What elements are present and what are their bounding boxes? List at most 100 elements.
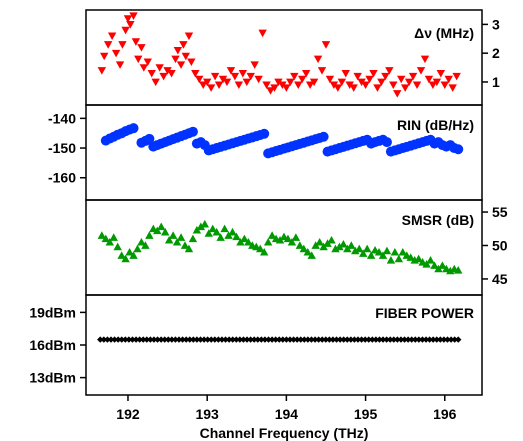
data-point xyxy=(301,69,311,78)
y-tick-label: -140 xyxy=(48,110,76,126)
data-point xyxy=(246,72,255,81)
data-point xyxy=(179,41,188,49)
data-point xyxy=(233,336,240,343)
data-point xyxy=(381,137,392,148)
data-point xyxy=(176,233,186,241)
data-point xyxy=(187,58,196,67)
y-tick-label: 19dBm xyxy=(29,304,76,320)
data-point xyxy=(224,231,233,239)
y-tick-label: 1 xyxy=(492,74,500,90)
data-point xyxy=(301,336,308,343)
data-point xyxy=(159,72,168,81)
data-point xyxy=(311,336,319,343)
y-tick-label: 13dBm xyxy=(29,370,76,386)
panel-label-rin: RIN (dB/Hz) xyxy=(397,117,474,133)
data-point xyxy=(385,67,394,75)
data-point xyxy=(161,336,168,343)
data-point xyxy=(326,336,333,343)
data-point xyxy=(104,336,111,343)
data-point xyxy=(268,336,276,343)
data-point xyxy=(452,72,461,81)
data-point xyxy=(134,55,143,64)
x-axis-title: Channel Frequency (THz) xyxy=(200,425,369,441)
data-point xyxy=(290,72,299,81)
data-point xyxy=(115,61,125,69)
data-point xyxy=(208,224,217,233)
data-point xyxy=(222,336,229,343)
data-point xyxy=(378,251,388,259)
data-point xyxy=(232,232,241,241)
data-point xyxy=(117,251,126,259)
data-point xyxy=(322,336,329,343)
data-point xyxy=(125,336,133,343)
panel-label-linewidth: Δν (MHz) xyxy=(414,25,474,41)
data-point xyxy=(343,244,352,253)
data-point xyxy=(406,253,415,261)
data-point xyxy=(440,336,448,343)
data-point xyxy=(195,75,204,84)
data-point xyxy=(184,244,194,253)
data-point xyxy=(131,38,141,46)
data-point xyxy=(133,244,142,253)
data-point xyxy=(446,266,455,275)
data-point xyxy=(168,231,178,239)
x-tick-label: 192 xyxy=(116,406,140,422)
data-point xyxy=(412,81,422,90)
data-point xyxy=(351,246,360,255)
data-point xyxy=(147,69,156,78)
data-point xyxy=(276,336,283,343)
data-point xyxy=(303,247,312,256)
data-point xyxy=(204,336,211,343)
data-point xyxy=(164,235,174,244)
y-tick-label: -160 xyxy=(48,170,76,186)
chart-marks: 1 2 3 -140 -150 -160 45 50 55 19dBm 16dBm 13dBm 192 1… xyxy=(29,12,508,422)
data-point xyxy=(240,234,249,243)
data-point xyxy=(283,234,293,243)
data-point xyxy=(333,84,343,92)
y-tick-label: 16dBm xyxy=(29,337,76,353)
data-point xyxy=(455,336,462,343)
data-point xyxy=(390,336,398,343)
data-point xyxy=(341,69,350,78)
data-point xyxy=(103,41,113,49)
data-point xyxy=(347,336,355,343)
data-point xyxy=(220,224,229,233)
data-point xyxy=(305,81,315,90)
data-point xyxy=(329,81,339,90)
data-point xyxy=(215,336,222,343)
data-point xyxy=(240,336,247,343)
data-point xyxy=(202,78,212,87)
data-point xyxy=(218,75,228,84)
data-point xyxy=(180,241,190,249)
data-point xyxy=(247,336,254,343)
y-tick-label: 3 xyxy=(492,16,500,32)
data-point xyxy=(337,78,347,87)
data-point xyxy=(250,336,258,343)
data-point xyxy=(325,75,335,84)
data-point xyxy=(147,336,154,343)
data-point xyxy=(261,336,269,343)
data-point xyxy=(212,227,221,236)
data-point xyxy=(140,336,147,343)
data-point xyxy=(358,336,365,343)
data-point xyxy=(243,336,251,343)
data-point xyxy=(438,261,447,269)
y-tick-label: 45 xyxy=(492,271,508,287)
data-point xyxy=(394,254,404,263)
data-point xyxy=(200,219,209,228)
data-point xyxy=(126,21,135,29)
data-point xyxy=(426,256,435,264)
data-point xyxy=(362,244,372,253)
data-point xyxy=(214,81,224,90)
data-point xyxy=(101,234,110,243)
data-point xyxy=(382,246,392,255)
data-point xyxy=(444,336,451,343)
data-point xyxy=(143,58,152,67)
data-point xyxy=(122,336,129,343)
data-point xyxy=(225,336,233,343)
data-point xyxy=(111,49,121,58)
data-point xyxy=(190,336,197,343)
data-point xyxy=(433,336,440,343)
data-point xyxy=(144,133,155,144)
data-point xyxy=(238,69,248,78)
